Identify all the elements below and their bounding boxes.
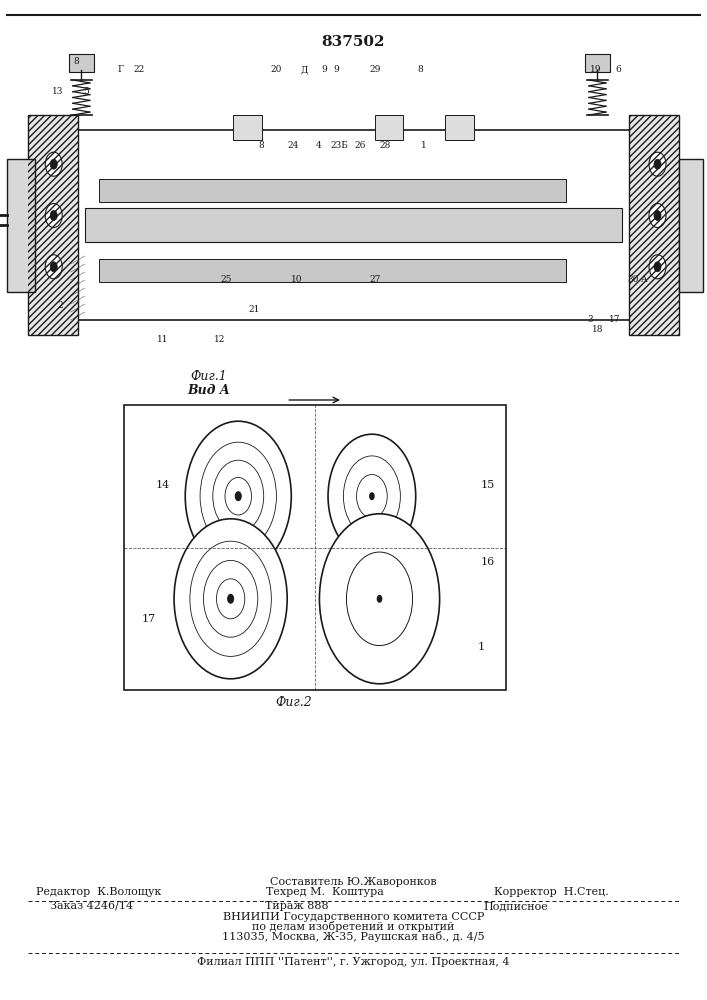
Text: 2: 2 xyxy=(57,300,63,310)
Text: 13: 13 xyxy=(52,88,64,97)
Circle shape xyxy=(45,152,62,176)
Text: 12: 12 xyxy=(214,336,225,344)
Circle shape xyxy=(45,255,62,279)
Text: 837502: 837502 xyxy=(322,35,385,49)
Bar xyxy=(445,115,474,140)
Text: 18: 18 xyxy=(592,326,603,334)
Circle shape xyxy=(649,152,666,176)
Text: Д: Д xyxy=(300,66,308,75)
Bar xyxy=(7,158,35,292)
Circle shape xyxy=(369,492,375,500)
Text: по делам изобретений и открытий: по делам изобретений и открытий xyxy=(252,922,455,932)
Circle shape xyxy=(649,203,666,228)
Text: 9: 9 xyxy=(333,66,339,75)
Circle shape xyxy=(174,519,287,679)
Bar xyxy=(69,54,94,72)
Text: Подписное: Подписное xyxy=(484,901,549,911)
Text: 9: 9 xyxy=(321,66,327,75)
Circle shape xyxy=(649,255,666,279)
Text: 14: 14 xyxy=(156,480,170,490)
Bar xyxy=(375,115,403,140)
Text: 17: 17 xyxy=(609,316,621,324)
Text: 1: 1 xyxy=(421,140,427,149)
Text: 26: 26 xyxy=(355,140,366,149)
Text: 20: 20 xyxy=(270,66,281,75)
Bar xyxy=(629,115,679,335)
Text: Техред М.  Коштура: Техред М. Коштура xyxy=(267,887,384,897)
Circle shape xyxy=(377,595,382,603)
Text: 8: 8 xyxy=(418,66,423,75)
Circle shape xyxy=(654,159,661,169)
Bar xyxy=(679,158,703,292)
Circle shape xyxy=(328,434,416,558)
Text: 8: 8 xyxy=(259,140,264,149)
Text: 24: 24 xyxy=(288,140,299,149)
Circle shape xyxy=(235,491,242,501)
Bar xyxy=(71,130,636,320)
Circle shape xyxy=(50,210,57,220)
Text: Заказ 4246/14: Заказ 4246/14 xyxy=(50,901,134,911)
Text: Составитель Ю.Жаворонков: Составитель Ю.Жаворонков xyxy=(270,877,437,887)
Circle shape xyxy=(320,514,440,684)
Text: 21: 21 xyxy=(249,306,260,314)
Text: 5: 5 xyxy=(83,88,89,97)
Text: 19: 19 xyxy=(590,66,601,75)
Bar xyxy=(99,179,566,202)
Text: 1: 1 xyxy=(477,642,484,652)
Text: 27: 27 xyxy=(369,275,380,284)
Circle shape xyxy=(654,210,661,220)
Circle shape xyxy=(185,421,291,571)
Bar xyxy=(233,115,262,140)
Text: 3: 3 xyxy=(588,316,593,324)
Text: 113035, Москва, Ж-35, Раушская наб., д. 4/5: 113035, Москва, Ж-35, Раушская наб., д. … xyxy=(222,932,485,942)
Text: 30: 30 xyxy=(627,275,638,284)
Text: A: A xyxy=(640,275,647,284)
Bar xyxy=(85,208,622,242)
Text: 22: 22 xyxy=(133,66,144,75)
Text: 4: 4 xyxy=(315,140,321,149)
Text: 15: 15 xyxy=(481,480,495,490)
Text: 16: 16 xyxy=(481,557,495,567)
Circle shape xyxy=(227,594,234,604)
Text: 8: 8 xyxy=(74,57,79,66)
Text: 29: 29 xyxy=(369,66,380,75)
Bar xyxy=(585,54,610,72)
Bar xyxy=(629,115,679,335)
Circle shape xyxy=(50,262,57,272)
Text: Редактор  К.Волощук: Редактор К.Волощук xyxy=(36,887,162,897)
Text: 10: 10 xyxy=(291,275,303,284)
Circle shape xyxy=(45,203,62,228)
Text: Корректор  Н.Стец.: Корректор Н.Стец. xyxy=(494,887,609,897)
Bar xyxy=(28,115,78,335)
Text: 25: 25 xyxy=(221,275,232,284)
Text: ВНИИПИ Государственного комитета СССР: ВНИИПИ Государственного комитета СССР xyxy=(223,912,484,922)
Text: 11: 11 xyxy=(157,336,168,344)
Text: 28: 28 xyxy=(380,140,391,149)
Text: 17: 17 xyxy=(141,614,156,624)
Text: Фиг.2: Фиг.2 xyxy=(275,696,312,708)
Text: Филиал ППП ''Патент'', г. Ужгород, ул. Проектная, 4: Филиал ППП ''Патент'', г. Ужгород, ул. П… xyxy=(197,957,510,967)
Text: Фиг.1: Фиг.1 xyxy=(190,370,227,383)
Text: Г: Г xyxy=(117,66,123,75)
Circle shape xyxy=(50,159,57,169)
Text: Тираж 888: Тираж 888 xyxy=(265,901,329,911)
Circle shape xyxy=(654,262,661,272)
Bar xyxy=(28,115,78,335)
Bar xyxy=(124,405,506,690)
Bar xyxy=(99,259,566,282)
Text: Вид A: Вид A xyxy=(187,383,230,396)
Text: 6: 6 xyxy=(616,66,621,75)
Text: 23Б: 23Б xyxy=(330,140,349,149)
